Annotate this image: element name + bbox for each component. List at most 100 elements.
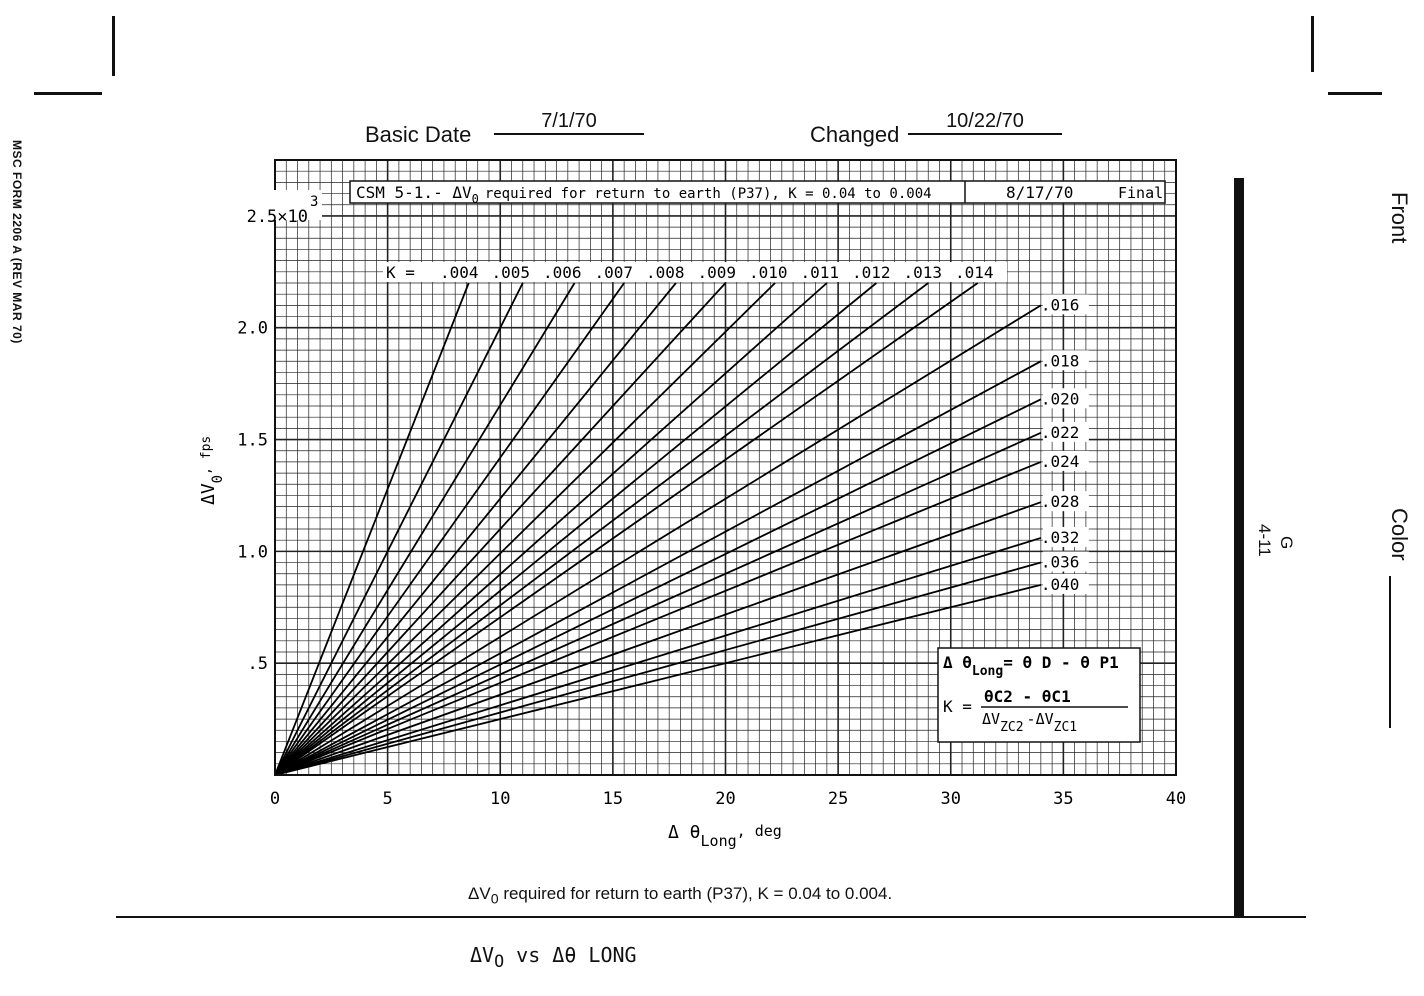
- series-line-k005: [274, 282, 524, 776]
- changed-value: 10/22/70: [908, 110, 1062, 135]
- crop-mark-top-right-vertical: [1311, 16, 1314, 72]
- series-line-k018: [274, 360, 1042, 776]
- changed-label: Changed: [810, 122, 900, 147]
- top-series-labels: .004 .005 .006 .007 .008 .009 .010 .011 .012 .013…: [440, 263, 994, 282]
- series-label-right-k020: .020: [1041, 389, 1080, 408]
- page-section: G: [1277, 536, 1296, 550]
- series-label-k014: .014: [955, 263, 994, 282]
- bottom-title: ΔVO vs Δθ LONG: [470, 943, 637, 971]
- series-label-right-k022: .022: [1041, 423, 1080, 442]
- series-label-bg: [1042, 526, 1089, 547]
- x-tick-label: 10: [490, 789, 510, 809]
- series-lines: [274, 282, 1042, 776]
- y-axis-label: ΔV0, fps: [198, 436, 226, 505]
- y-exponent: 3: [310, 194, 318, 210]
- formula-2-lhs: K =: [943, 697, 972, 716]
- series-line-k014: [274, 282, 979, 776]
- chart-title-date: 8/17/70: [1006, 183, 1073, 202]
- series-label-k012: .012: [852, 263, 891, 282]
- series-label-k004: .004: [440, 263, 479, 282]
- series-line-k007: [274, 282, 625, 776]
- series-label-k006: .006: [543, 263, 582, 282]
- series-label-k013: .013: [904, 263, 943, 282]
- series-label-right-k032: .032: [1041, 528, 1080, 547]
- y-exponent-box: [222, 190, 322, 220]
- y-tick-label: 1.0: [237, 542, 268, 562]
- series-line-k008: [274, 282, 677, 776]
- series-label-k005: .005: [492, 263, 531, 282]
- formula-box: [937, 647, 1141, 743]
- series-line-k024: [274, 461, 1042, 776]
- series-label-bg: [1042, 421, 1089, 442]
- y-tick-label: 2.0: [237, 319, 268, 339]
- series-label-bg: [1042, 491, 1089, 512]
- x-tick-label: 30: [941, 789, 961, 809]
- x-tick-label: 0: [270, 789, 280, 809]
- series-label-right-k018: .018: [1041, 351, 1080, 370]
- chart-title: CSM 5-1.- ΔV0 required for return to eart…: [356, 183, 932, 206]
- x-tick-label: 25: [828, 789, 848, 809]
- x-tick-label: 35: [1053, 789, 1073, 809]
- series-label-bg: [1042, 573, 1089, 594]
- series-label-bg: [1042, 450, 1089, 471]
- bottom-rule: [116, 916, 1306, 918]
- series-line-k011: [274, 282, 828, 776]
- formula-1: Δ θLong= θ D - θ P1: [943, 653, 1119, 679]
- formula-2-numerator: θC2 - θC1: [984, 687, 1071, 706]
- series-label-k008: .008: [646, 263, 685, 282]
- series-line-k022: [274, 432, 1042, 776]
- series-label-right-k028: .028: [1041, 492, 1080, 511]
- crop-mark-top-left-vertical: [112, 16, 115, 76]
- series-line-k013: [274, 282, 929, 776]
- series-label-bg: [1042, 350, 1089, 371]
- series-line-k036: [274, 561, 1042, 776]
- x-axis-label: Δ θLong, deg: [668, 822, 782, 850]
- y-tick-label: .5: [248, 654, 268, 674]
- series-label-bg: [1042, 551, 1089, 572]
- plot-frame: [274, 159, 1177, 776]
- series-line-k004: [274, 282, 470, 776]
- k-prefix: K =: [386, 263, 415, 282]
- series-label-bg: [1042, 388, 1089, 409]
- chart-title-rest: required for return to earth (P37), K = …: [485, 186, 932, 202]
- series-line-k016: [274, 304, 1042, 776]
- crop-mark-top-right-horizontal: [1328, 92, 1382, 95]
- series-label-k010: .010: [749, 263, 788, 282]
- series-label-k009: .009: [698, 263, 737, 282]
- series-line-k010: [274, 282, 776, 776]
- series-line-k009: [274, 282, 727, 776]
- crop-mark-top-left-horizontal: [34, 92, 102, 95]
- series-label-bg: [1042, 294, 1089, 315]
- series-line-k028: [274, 501, 1042, 776]
- series-line-k012: [274, 282, 877, 776]
- basic-date-label: Basic Date: [365, 122, 472, 147]
- y-tick-label: 2.5×10: [247, 207, 308, 227]
- form-id-label: MSC FORM 2206 A (REV MAR 70): [10, 140, 24, 344]
- series-label-right-k040: .040: [1041, 575, 1080, 594]
- basic-date-value: 7/1/70: [494, 110, 644, 135]
- right-margin-bar: [1234, 178, 1244, 918]
- series-line-k032: [274, 537, 1042, 776]
- series-label-right-k016: .016: [1041, 295, 1080, 314]
- x-tick-label: 15: [603, 789, 623, 809]
- y-tick-labels: .5 1.0 1.5 2.0 2.5×10: [237, 207, 308, 674]
- k-label-strip: [383, 262, 1007, 282]
- series-label-right-k036: .036: [1041, 553, 1080, 572]
- x-tick-label: 20: [715, 789, 735, 809]
- front-label: Front: [1387, 192, 1412, 244]
- series-label-k007: .007: [595, 263, 634, 282]
- series-line-k006: [274, 282, 576, 776]
- x-tick-labels: 0 5 10 15 20 25 30 35 40: [270, 789, 1186, 809]
- series-line-k040: [274, 584, 1042, 776]
- x-tick-label: 5: [383, 789, 393, 809]
- color-label: Color: [1387, 508, 1412, 561]
- y-tick-label: 1.5: [237, 431, 268, 451]
- x-tick-label: 40: [1166, 789, 1186, 809]
- chart-title-subscript: 0: [472, 192, 479, 206]
- title-box: [349, 180, 1166, 204]
- page-number: 4-11: [1255, 524, 1274, 557]
- series-label-right-k024: .024: [1041, 452, 1080, 471]
- series-line-k020: [274, 398, 1042, 776]
- formula-2-denominator: ΔVZC2 -ΔVZC1: [982, 710, 1077, 735]
- right-series-labels: .016 .018 .020 .022 .024 .028 .032 .036 .040: [1041, 294, 1089, 594]
